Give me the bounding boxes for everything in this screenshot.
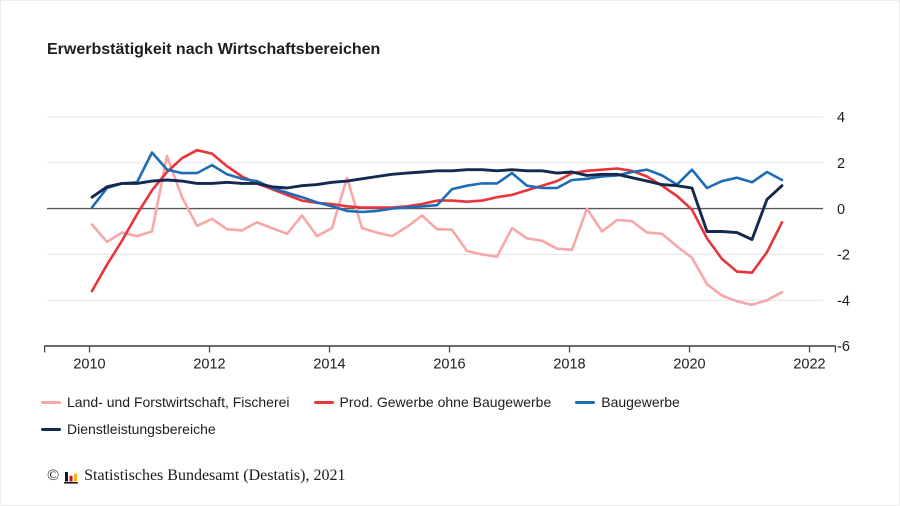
legend-line-swatch [313, 400, 334, 405]
legend-line-swatch [41, 427, 61, 432]
line-chart: 4 2 0 -2 -4 -6 2010 2012 2014 2016 2018 2020 2022 [43, 110, 850, 373]
source-text: Statistisches Bundesamt (Destatis), 2021 [84, 467, 346, 484]
legend-label: Prod. Gewerbe ohne Baugewerbe [339, 394, 552, 410]
svg-text:2020: 2020 [673, 357, 705, 373]
legend-label: Land- und Forstwirtschaft, Fischerei [67, 394, 290, 410]
destatis-logo-icon [64, 471, 78, 484]
svg-text:2012: 2012 [193, 357, 225, 373]
legend-item-2[interactable]: Baugewerbe [575, 394, 680, 411]
chart-legend: Land- und Forstwirtschaft, Fischerei Prod… [41, 394, 821, 438]
svg-text:4: 4 [837, 110, 845, 126]
svg-text:2014: 2014 [313, 357, 345, 373]
legend-item-1[interactable]: Prod. Gewerbe ohne Baugewerbe [313, 394, 552, 411]
source-note: © Statistisches Bundesamt (Destatis), 20… [47, 467, 345, 485]
legend-item-0[interactable]: Land- und Forstwirtschaft, Fischerei [41, 394, 290, 411]
svg-text:-2: -2 [837, 248, 850, 264]
svg-text:2016: 2016 [433, 357, 465, 373]
legend-item-3[interactable]: Dienstleistungsbereiche [41, 421, 216, 438]
legend-label: Baugewerbe [601, 394, 680, 410]
copyright-symbol: © [47, 467, 60, 484]
legend-label: Dienstleistungsbereiche [67, 421, 216, 437]
svg-text:-6: -6 [837, 339, 850, 355]
svg-text:-4: -4 [837, 293, 850, 309]
legend-line-swatch [41, 400, 61, 405]
svg-text:2018: 2018 [553, 357, 585, 373]
svg-text:2022: 2022 [793, 357, 825, 373]
svg-text:0: 0 [837, 202, 845, 218]
legend-line-swatch [575, 400, 596, 405]
chart-title: Erwerbstätigkeit nach Wirtschaftsbereich… [47, 41, 381, 58]
svg-text:2: 2 [837, 156, 845, 172]
svg-text:2010: 2010 [73, 357, 105, 373]
